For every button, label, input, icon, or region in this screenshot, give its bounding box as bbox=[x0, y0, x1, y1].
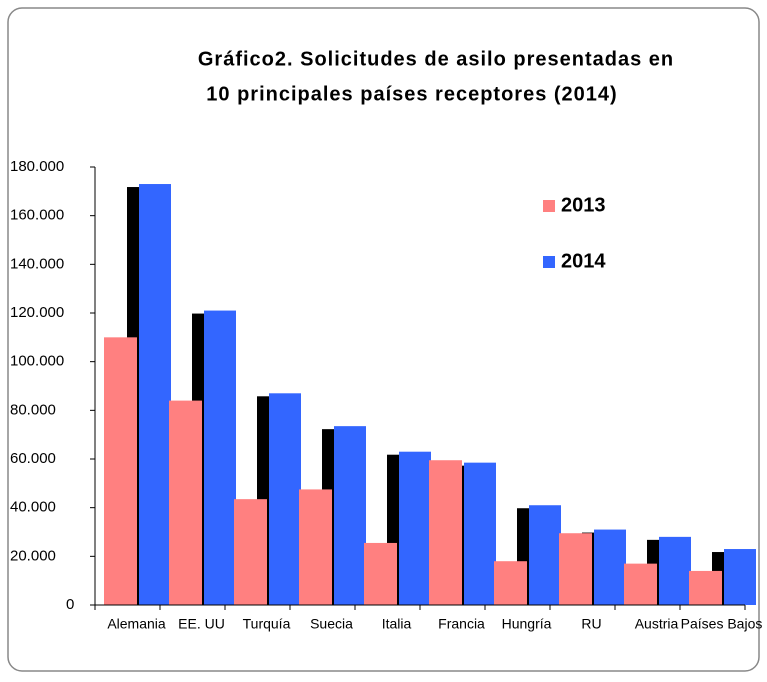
x-tick-label: Suecia bbox=[310, 616, 353, 632]
y-tick-label: 20.000 bbox=[10, 547, 56, 564]
x-tick-label: Países Bajos bbox=[681, 616, 763, 632]
x-tick-label: Hungría bbox=[502, 616, 552, 632]
bar bbox=[334, 426, 366, 605]
bar bbox=[559, 533, 592, 605]
bar bbox=[494, 561, 527, 605]
chart-title: 10 principales países receptores (2014) bbox=[206, 83, 617, 105]
bar bbox=[234, 499, 267, 605]
bar bbox=[464, 462, 496, 605]
x-tick-label: Francia bbox=[438, 616, 485, 632]
x-tick-label: Austria bbox=[635, 616, 679, 632]
bar bbox=[269, 393, 301, 605]
legend-swatch bbox=[543, 256, 555, 268]
chart-title: Gráfico2. Solicitudes de asilo presentad… bbox=[198, 48, 674, 70]
bar bbox=[204, 310, 236, 605]
x-tick-label: Italia bbox=[382, 616, 412, 632]
bar bbox=[104, 337, 137, 605]
y-tick-label: 60.000 bbox=[10, 450, 56, 467]
y-tick-label: 80.000 bbox=[10, 401, 56, 418]
bar bbox=[299, 489, 332, 605]
y-tick-label: 180.000 bbox=[10, 158, 64, 175]
y-tick-label: 120.000 bbox=[10, 304, 64, 321]
y-tick-label: 100.000 bbox=[10, 353, 64, 370]
x-tick-label: RU bbox=[581, 616, 601, 632]
y-tick-label: 40.000 bbox=[10, 499, 56, 516]
x-tick-label: Turquía bbox=[243, 616, 291, 632]
bar bbox=[529, 505, 561, 605]
y-tick-label: 0 bbox=[66, 596, 74, 613]
bar bbox=[139, 184, 171, 606]
bar bbox=[169, 400, 202, 605]
bar bbox=[689, 570, 722, 605]
bar bbox=[624, 563, 657, 605]
bar bbox=[659, 536, 691, 605]
bar bbox=[724, 549, 756, 605]
y-tick-label: 160.000 bbox=[10, 207, 64, 224]
bar bbox=[399, 451, 431, 605]
bar bbox=[364, 542, 397, 605]
x-tick-label: Alemania bbox=[107, 616, 166, 632]
bar bbox=[429, 460, 462, 605]
legend-swatch bbox=[543, 200, 555, 212]
legend-label: 2013 bbox=[561, 194, 606, 216]
legend-label: 2014 bbox=[561, 250, 606, 272]
y-tick-label: 140.000 bbox=[10, 255, 64, 272]
bar bbox=[594, 529, 626, 605]
x-tick-label: EE. UU bbox=[178, 616, 225, 632]
